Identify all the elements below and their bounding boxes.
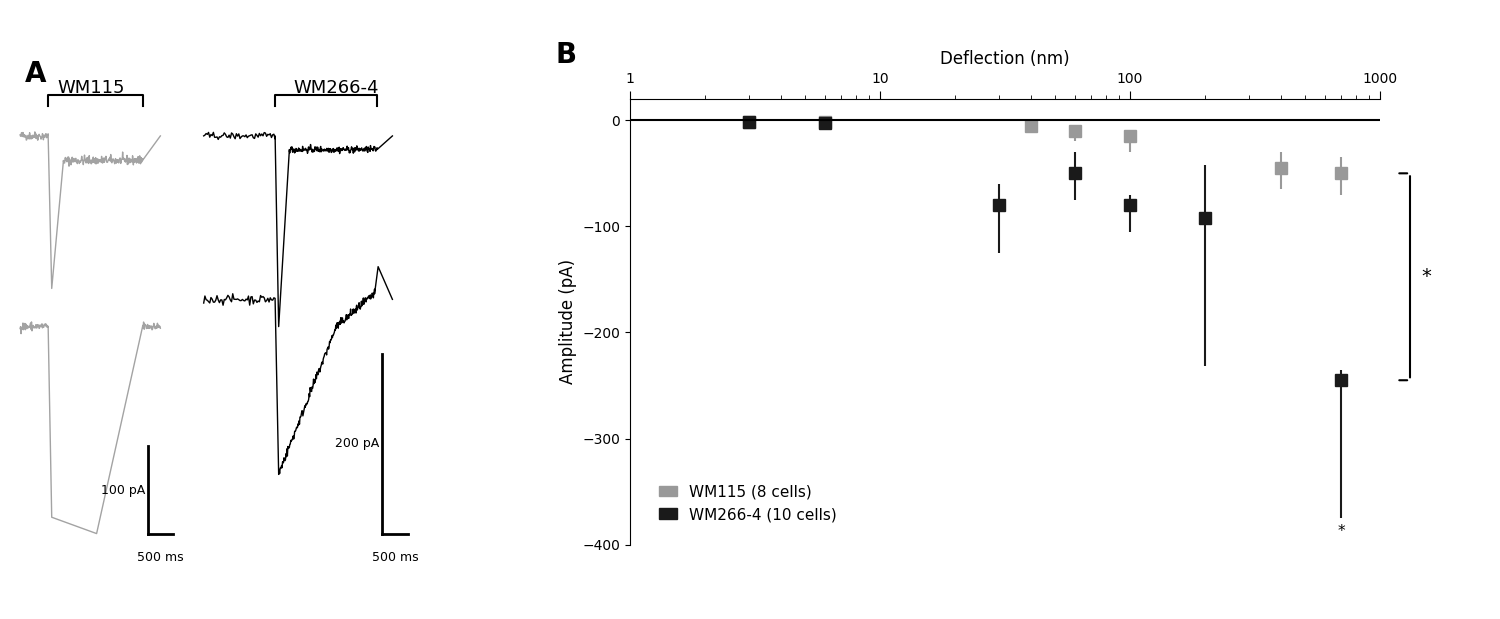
Text: WM115: WM115 — [57, 79, 125, 97]
Text: 100 pA: 100 pA — [100, 483, 146, 496]
Text: B: B — [555, 41, 576, 69]
X-axis label: Deflection (nm): Deflection (nm) — [940, 50, 1070, 67]
Text: WM266-4: WM266-4 — [294, 79, 380, 97]
Legend: WM115 (8 cells), WM266-4 (10 cells): WM115 (8 cells), WM266-4 (10 cells) — [652, 478, 843, 528]
Y-axis label: Amplitude (pA): Amplitude (pA) — [558, 259, 576, 384]
Text: 500 ms: 500 ms — [136, 551, 183, 564]
Text: A: A — [26, 59, 46, 88]
Text: 500 ms: 500 ms — [372, 551, 419, 564]
Text: *: * — [1338, 524, 1346, 539]
Text: 200 pA: 200 pA — [336, 437, 380, 450]
Text: *: * — [1422, 267, 1431, 286]
